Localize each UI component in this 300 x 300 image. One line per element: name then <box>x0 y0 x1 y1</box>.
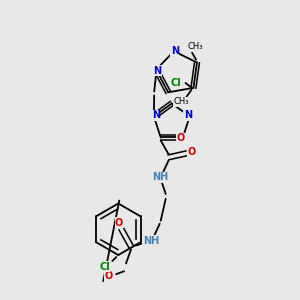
Text: O: O <box>104 271 112 281</box>
Text: O: O <box>187 147 196 157</box>
Text: NH: NH <box>143 236 159 245</box>
Text: N: N <box>152 110 160 121</box>
Text: Cl: Cl <box>170 78 181 88</box>
Text: CH₃: CH₃ <box>187 42 203 51</box>
Text: N: N <box>184 110 192 121</box>
Text: O: O <box>177 134 185 143</box>
Text: CH₃: CH₃ <box>174 97 189 106</box>
Text: N: N <box>153 66 161 76</box>
Text: N: N <box>171 46 179 56</box>
Text: O: O <box>115 218 123 228</box>
Text: Cl: Cl <box>99 262 110 272</box>
Text: NH: NH <box>153 172 169 182</box>
